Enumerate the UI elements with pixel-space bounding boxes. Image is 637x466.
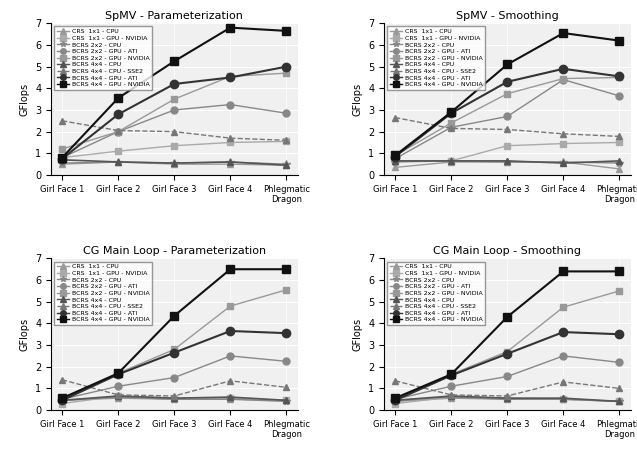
Y-axis label: GFlops: GFlops <box>352 82 362 116</box>
Y-axis label: GFlops: GFlops <box>20 82 29 116</box>
Title: SpMV - Parameterization: SpMV - Parameterization <box>105 11 243 21</box>
Legend: CRS  1x1 - CPU, CRS  1x1 - GPU - NVIDIA, BCRS 2x2 - CPU, BCRS 2x2 - GPU - ATI, B: CRS 1x1 - CPU, CRS 1x1 - GPU - NVIDIA, B… <box>54 261 152 325</box>
Legend: CRS  1x1 - CPU, CRS  1x1 - GPU - NVIDIA, BCRS 2x2 - CPU, BCRS 2x2 - GPU - ATI, B: CRS 1x1 - CPU, CRS 1x1 - GPU - NVIDIA, B… <box>387 261 485 325</box>
Title: CG Main Loop - Parameterization: CG Main Loop - Parameterization <box>83 246 266 256</box>
Legend: CRS  1x1 - CPU, CRS  1x1 - GPU - NVIDIA, BCRS 2x2 - CPU, BCRS 2x2 - GPU - ATI, B: CRS 1x1 - CPU, CRS 1x1 - GPU - NVIDIA, B… <box>387 27 485 90</box>
Title: CG Main Loop - Smoothing: CG Main Loop - Smoothing <box>433 246 582 256</box>
Title: SpMV - Smoothing: SpMV - Smoothing <box>456 11 559 21</box>
Y-axis label: GFlops: GFlops <box>352 318 362 351</box>
Y-axis label: GFlops: GFlops <box>20 318 29 351</box>
Legend: CRS  1x1 - CPU, CRS  1x1 - GPU - NVIDIA, BCRS 2x2 - CPU, BCRS 2x2 - GPU - ATI, B: CRS 1x1 - CPU, CRS 1x1 - GPU - NVIDIA, B… <box>54 27 152 90</box>
